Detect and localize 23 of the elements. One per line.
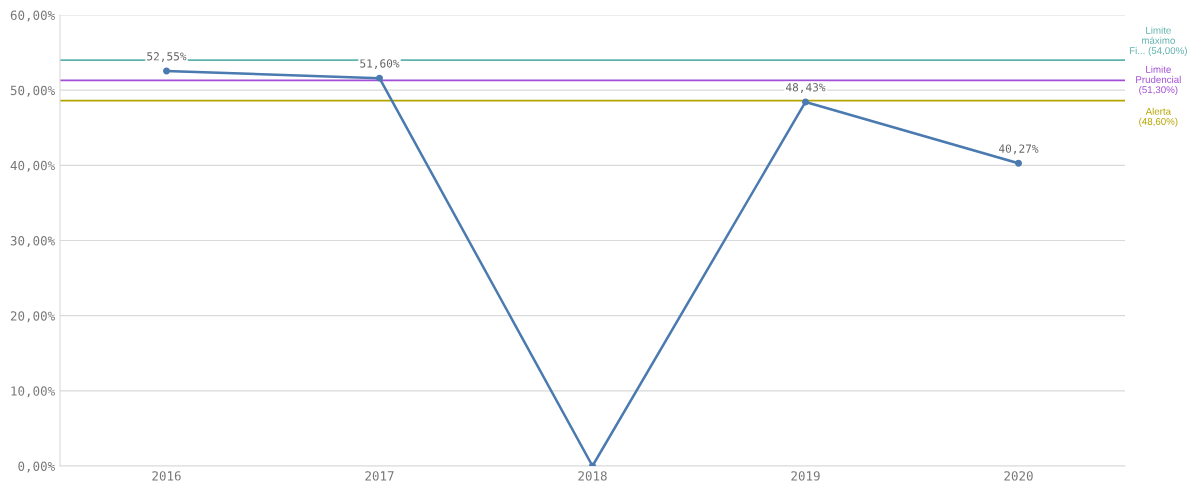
y-tick-label: 30,00% bbox=[10, 236, 55, 248]
x-tick-label: 2020 bbox=[1004, 471, 1033, 481]
y-tick-label: 0,00% bbox=[18, 461, 55, 473]
x-tick-label: 2019 bbox=[791, 471, 820, 481]
x-tick-label: 2017 bbox=[365, 471, 394, 481]
data-label: 51,60% bbox=[360, 59, 400, 70]
data-label: 52,55% bbox=[147, 52, 187, 62]
y-tick-label: 40,00% bbox=[10, 160, 55, 172]
x-tick-label: 2018 bbox=[578, 471, 607, 481]
point bbox=[163, 67, 170, 75]
y-tick-label: 50,00% bbox=[10, 85, 55, 97]
point bbox=[1015, 159, 1022, 167]
y-tick-label: 60,00% bbox=[10, 10, 55, 22]
ref-line-label: Alerta (48,60%) bbox=[1139, 107, 1178, 127]
ref-line-label: Limite máximo Fi... (54,00%) bbox=[1129, 26, 1187, 56]
y-tick-label: 20,00% bbox=[10, 311, 55, 323]
data-label: 40,27% bbox=[998, 144, 1039, 155]
data-label: 48,43% bbox=[785, 83, 826, 93]
point bbox=[802, 98, 809, 106]
x-tick-label: 2016 bbox=[152, 471, 181, 481]
y-tick-label: 10,00% bbox=[11, 386, 55, 398]
point bbox=[376, 74, 383, 82]
ref-line-label: Limite Prudencial (51,30%) bbox=[1136, 65, 1181, 96]
